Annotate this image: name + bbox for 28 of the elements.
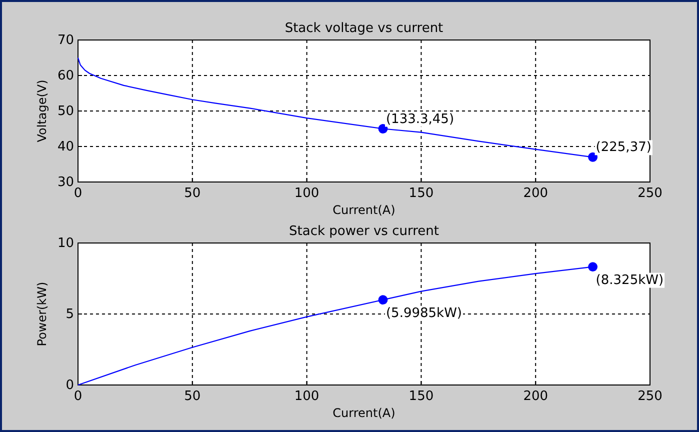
y-axis-title: Voltage(V) [35,80,49,142]
annotation: (133.3,45) [386,112,454,127]
y-tick-label: 70 [57,33,74,48]
chart-title: Stack voltage vs current [284,21,444,36]
x-tick-label: 100 [294,389,320,404]
x-tick-label: 200 [523,389,548,404]
x-tick-label: 150 [408,186,434,202]
x-tick-label: 150 [408,389,434,404]
y-tick-label: 50 [57,104,74,120]
x-tick-label: 250 [638,389,662,404]
x-tick-label: 200 [523,186,548,202]
chart-title: Stack power vs current [289,224,439,239]
x-axis-title: Current(A) [332,406,396,420]
x-tick-label: 100 [294,186,320,202]
y-tick-label: 10 [57,236,74,252]
x-axis-title: Current(A) [332,203,396,217]
x-tick-label: 250 [638,186,662,202]
y-tick-label: 5 [66,307,74,322]
annotation: (8.325kW) [596,272,664,288]
y-tick-label: 0 [66,378,74,394]
x-tick-label: 50 [184,186,201,202]
annotation: (225,37) [596,140,652,156]
y-tick-label: 60 [57,68,74,84]
x-tick-label: 50 [184,389,201,404]
y-tick-label: 30 [57,175,74,190]
y-axis-title: Power(kW) [35,282,49,346]
y-tick-label: 40 [57,140,74,155]
annotation: (5.9985kW) [386,306,462,321]
